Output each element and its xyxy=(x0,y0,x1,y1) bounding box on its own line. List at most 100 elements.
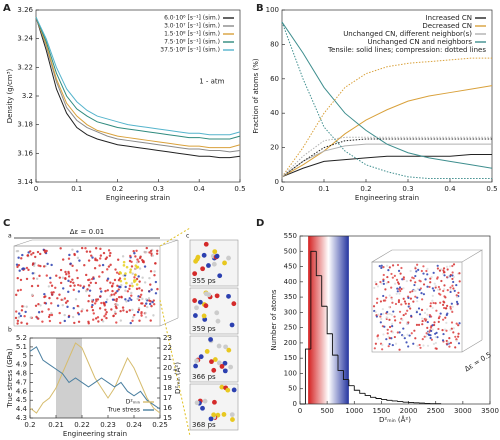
atom xyxy=(386,328,389,331)
atom xyxy=(231,387,237,393)
atom xyxy=(453,289,456,292)
atom xyxy=(138,295,142,299)
atom xyxy=(39,304,42,307)
atom xyxy=(448,265,452,268)
atom xyxy=(133,276,136,279)
atom xyxy=(436,336,439,339)
atom xyxy=(446,268,449,271)
atom xyxy=(451,305,454,308)
atom xyxy=(124,289,127,292)
atom xyxy=(414,295,417,298)
atom xyxy=(451,310,454,313)
x-tick-label: 0.5 xyxy=(486,185,497,193)
atom xyxy=(115,306,118,310)
atom xyxy=(393,282,397,285)
atom xyxy=(427,331,430,334)
snapshot-time: 368 ps xyxy=(192,421,216,429)
legend-label: 37.5·10⁸ [s⁻¹] (sim.) xyxy=(160,47,220,54)
atom xyxy=(67,275,71,278)
atom xyxy=(113,278,117,282)
y-tick-label: 3.24 xyxy=(17,35,33,43)
atom xyxy=(400,303,403,306)
y-tick-label: 4.4 xyxy=(16,405,28,413)
atom xyxy=(59,268,63,272)
atom xyxy=(107,265,111,268)
histogram-step xyxy=(397,400,404,403)
atom xyxy=(136,258,139,261)
atom xyxy=(417,307,421,310)
atom xyxy=(152,299,155,302)
atom xyxy=(211,261,217,267)
atom xyxy=(87,259,91,262)
x-tick-label: 0.2 xyxy=(24,421,35,429)
atom xyxy=(428,313,432,317)
y2-axis-title: D²ₘᵢₙ (Å²) xyxy=(173,362,182,394)
atom xyxy=(457,291,460,294)
y-axis-title: True stress (GPa) xyxy=(6,348,14,408)
panel-label: D xyxy=(256,218,264,229)
atom xyxy=(390,313,393,316)
atom xyxy=(122,309,125,312)
atom xyxy=(100,301,103,305)
atom xyxy=(20,257,23,260)
atom xyxy=(447,275,450,278)
atom xyxy=(50,311,53,315)
atom xyxy=(25,277,29,281)
atom xyxy=(456,302,459,305)
atom xyxy=(82,286,85,290)
y-tick-label: 350 xyxy=(284,293,297,301)
atom xyxy=(452,331,455,334)
atom xyxy=(192,298,198,303)
atom xyxy=(449,286,452,289)
atom xyxy=(118,270,122,274)
atom xyxy=(450,302,453,305)
atom xyxy=(145,298,148,301)
atom xyxy=(69,284,72,288)
atom xyxy=(445,321,448,324)
atom-box xyxy=(13,239,179,327)
atom xyxy=(414,337,417,340)
y-tick-label: 3.18 xyxy=(17,121,33,129)
atom xyxy=(421,338,424,341)
atom xyxy=(135,287,139,291)
series-line xyxy=(281,57,492,178)
atom xyxy=(117,285,121,288)
atom xyxy=(138,256,142,260)
atom xyxy=(97,320,100,323)
atom xyxy=(150,304,153,308)
atom xyxy=(93,302,97,305)
atom xyxy=(36,250,40,254)
atom xyxy=(90,254,93,257)
y2-tick-label: 16 xyxy=(163,404,172,412)
atom xyxy=(117,288,120,291)
atom xyxy=(379,280,382,284)
atom xyxy=(102,301,106,305)
atom xyxy=(76,276,79,280)
atom xyxy=(377,337,380,340)
atom xyxy=(388,325,392,329)
atom xyxy=(94,317,98,320)
atom xyxy=(85,289,88,293)
atom xyxy=(430,338,433,341)
atom xyxy=(225,387,231,393)
atom xyxy=(135,249,138,253)
atom xyxy=(430,276,433,279)
atom xyxy=(32,277,35,280)
atom xyxy=(145,246,148,250)
atom xyxy=(414,289,417,293)
atom xyxy=(147,297,151,300)
atom xyxy=(212,249,218,255)
atom xyxy=(380,282,383,285)
atom xyxy=(376,334,380,337)
atom xyxy=(73,284,76,287)
y-tick-label: 4.5 xyxy=(16,396,27,404)
atom xyxy=(106,277,110,280)
atom xyxy=(418,288,421,291)
y-tick-label: 3.22 xyxy=(17,63,33,71)
atom xyxy=(421,319,424,323)
atom xyxy=(63,313,66,317)
atom xyxy=(419,346,422,349)
histogram-step xyxy=(304,348,311,404)
atom xyxy=(382,273,385,277)
atom xyxy=(138,287,141,290)
